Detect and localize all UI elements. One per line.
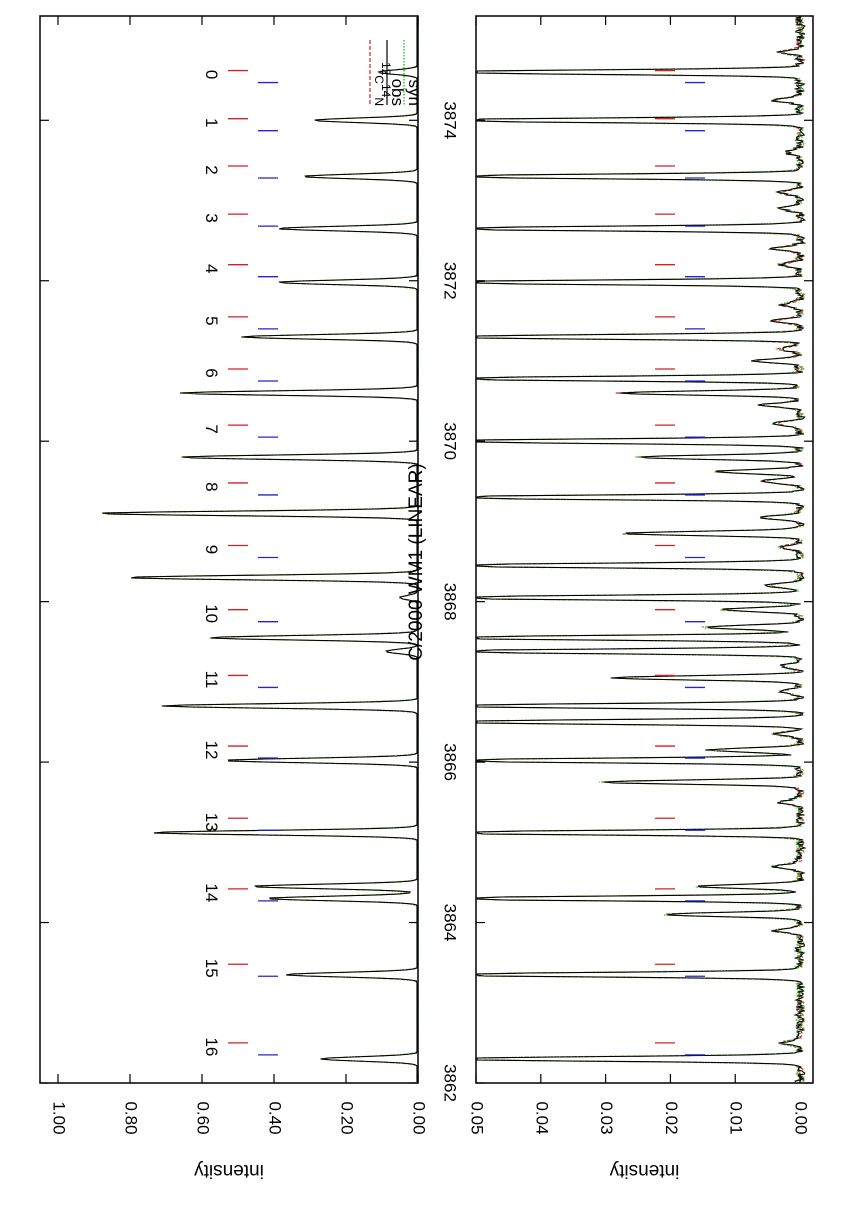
ytick-label: 0.60 xyxy=(194,1101,213,1134)
xtick-label: 3874 xyxy=(441,101,460,139)
ytick-label: 0.00 xyxy=(410,1101,429,1134)
rotational-line-label: 7 xyxy=(202,424,221,433)
top-ylabel: intensity xyxy=(194,1160,264,1181)
bottom-obs-curve xyxy=(476,16,807,1083)
ytick-label: 0.80 xyxy=(122,1101,141,1134)
rotational-line-label: 10 xyxy=(202,604,221,623)
legend: 12C14N obs syn xyxy=(369,40,424,106)
rotational-line-label: 0 xyxy=(202,70,221,79)
ytick-label: 0.03 xyxy=(597,1101,616,1134)
ytick-label: 0.04 xyxy=(532,1101,551,1134)
xtick-label: 3866 xyxy=(441,743,460,781)
ytick-label: 0.20 xyxy=(338,1101,357,1134)
legend-label-syn: syn xyxy=(405,80,424,106)
rotational-line-label: 16 xyxy=(202,1037,221,1056)
rotational-line-label: 1 xyxy=(202,118,221,127)
rotational-line-label: 9 xyxy=(202,545,221,554)
ytick-label: 0.01 xyxy=(727,1101,746,1134)
xtick-label: 3862 xyxy=(441,1064,460,1102)
top-obs-curve xyxy=(102,17,418,1082)
rotational-line-label: 15 xyxy=(202,959,221,978)
xtick-label: 3864 xyxy=(441,904,460,942)
bottom-frame xyxy=(475,15,814,1084)
chart-title: C/2000 WM1 (LINEAR) xyxy=(406,463,427,660)
xtick-label: 3872 xyxy=(441,262,460,300)
legend-label-cn: 12C14N xyxy=(372,62,393,106)
rotational-line-label: 3 xyxy=(202,213,221,222)
xtick-label: 3868 xyxy=(441,583,460,621)
bottom-panel xyxy=(475,15,814,1084)
xtick-label: 3870 xyxy=(441,422,460,460)
ticks xyxy=(40,16,813,1084)
rotational-line-label: 11 xyxy=(202,671,221,689)
rotational-line-label: 6 xyxy=(202,368,221,377)
rotational-line-label: 4 xyxy=(202,264,221,273)
ytick-label: 0.40 xyxy=(266,1101,285,1134)
top-frame xyxy=(39,15,419,1084)
rotational-line-label: 5 xyxy=(202,316,221,325)
bottom-ylabel: intensity xyxy=(609,1160,679,1181)
ytick-label: 0.00 xyxy=(792,1101,811,1134)
legend-label-obs: obs xyxy=(388,79,407,106)
rotational-line-label: 13 xyxy=(202,813,221,832)
rotational-line-label: 2 xyxy=(202,165,221,174)
top-panel xyxy=(39,15,419,1084)
rotational-line-label: 8 xyxy=(202,482,221,491)
ytick-label: 0.05 xyxy=(468,1101,487,1134)
rotational-line-label: 12 xyxy=(202,741,221,760)
labels: 0123456789101112131415163862386438663868… xyxy=(50,70,811,1181)
ytick-label: 1.00 xyxy=(50,1101,69,1134)
rotational-line-label: 14 xyxy=(202,883,221,902)
ytick-label: 0.02 xyxy=(662,1101,681,1134)
